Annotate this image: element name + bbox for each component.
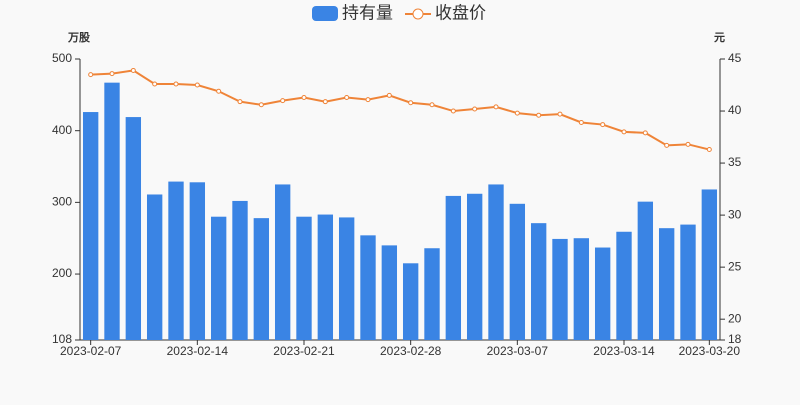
- line-point: [514, 110, 520, 116]
- line-point: [258, 102, 264, 108]
- bar: [616, 231, 632, 340]
- bar: [594, 247, 611, 340]
- x-tick-label: 2023-03-07: [487, 344, 549, 358]
- line-point: [88, 72, 94, 78]
- y-axis-label: 万股: [67, 31, 91, 44]
- line-point: [706, 147, 712, 153]
- y2-tick-label: 40: [728, 103, 742, 117]
- line-point: [237, 99, 243, 105]
- bar: [82, 112, 99, 340]
- bar: [509, 203, 526, 340]
- bar: [210, 216, 227, 340]
- line-point: [493, 104, 499, 110]
- bar: [296, 216, 312, 340]
- y-tick-label: 500: [52, 51, 72, 65]
- line-point: [386, 92, 392, 98]
- line-point: [450, 108, 456, 114]
- bar: [402, 263, 419, 340]
- y2-axis-label: 元: [714, 31, 725, 44]
- line-point: [642, 130, 648, 136]
- y2-tick-label: 35: [728, 155, 742, 169]
- line-point: [365, 97, 371, 103]
- line-point: [130, 67, 136, 73]
- x-tick-label: 2023-02-07: [60, 344, 122, 358]
- bar: [424, 248, 440, 340]
- line-point: [408, 100, 414, 106]
- line-point: [664, 142, 670, 148]
- bar: [658, 228, 675, 340]
- bar: [360, 235, 376, 340]
- bar: [317, 214, 334, 340]
- line-point: [152, 81, 158, 87]
- bar: [573, 238, 590, 340]
- y-tick-label: 108: [52, 332, 72, 346]
- y2-tick-label: 20: [728, 311, 742, 325]
- line-point: [280, 98, 286, 104]
- line-point: [344, 95, 350, 101]
- y2-tick-label: 30: [728, 207, 742, 221]
- bar: [189, 182, 206, 340]
- y-tick-label: 200: [52, 266, 72, 280]
- bar: [338, 217, 355, 340]
- line-point: [472, 106, 478, 112]
- line-point: [194, 82, 200, 88]
- line-point: [536, 112, 542, 118]
- bar: [253, 218, 270, 340]
- bar: [104, 82, 120, 340]
- y-tick-label: 400: [52, 123, 72, 137]
- y2-tick-label: 25: [728, 259, 742, 273]
- bar: [530, 223, 547, 340]
- bar: [445, 195, 462, 340]
- x-tick-label: 2023-02-21: [273, 344, 335, 358]
- bar: [125, 117, 142, 340]
- y2-tick-label: 18: [728, 332, 742, 346]
- line-point: [173, 81, 179, 87]
- legend-label: 收盘价: [435, 3, 486, 22]
- x-tick-label: 2023-02-14: [167, 344, 229, 358]
- line-point: [322, 99, 328, 105]
- line-point: [109, 71, 115, 77]
- bar: [232, 200, 248, 340]
- bar: [552, 238, 568, 340]
- legend-label: 持有量: [342, 3, 393, 22]
- bar: [466, 193, 483, 340]
- bar: [274, 184, 291, 340]
- x-tick-label: 2023-03-20: [679, 344, 741, 358]
- bar: [168, 181, 184, 340]
- y-tick-label: 300: [52, 195, 72, 209]
- y2-tick-label: 45: [728, 51, 742, 65]
- line-point: [301, 95, 307, 101]
- bar: [637, 201, 654, 340]
- line: [90, 69, 710, 151]
- bar: [146, 194, 163, 340]
- line-point: [600, 122, 606, 128]
- bar: [680, 224, 696, 340]
- line-point: [621, 129, 627, 135]
- legend-swatch: [312, 6, 338, 21]
- bar: [488, 184, 504, 340]
- bar: [381, 245, 398, 340]
- line-point: [557, 111, 563, 117]
- line-point: [578, 119, 584, 125]
- line-point: [685, 141, 691, 147]
- line-point: [216, 88, 222, 94]
- x-tick-label: 2023-02-28: [380, 344, 442, 358]
- line-point: [429, 102, 435, 108]
- x-tick-label: 2023-03-14: [593, 344, 655, 358]
- bar: [701, 189, 718, 340]
- legend-swatch: [412, 8, 424, 20]
